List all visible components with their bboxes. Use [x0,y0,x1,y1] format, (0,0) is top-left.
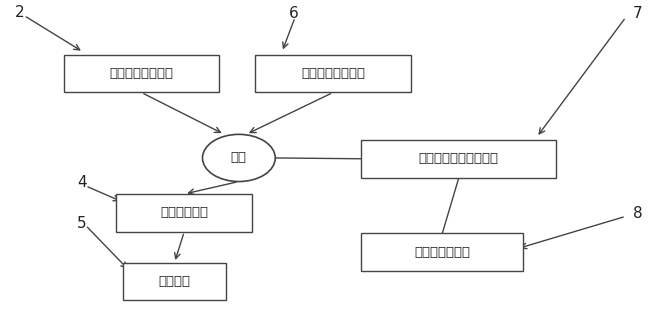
Text: 双头倒置显微检测机构: 双头倒置显微检测机构 [419,152,499,165]
FancyBboxPatch shape [123,263,225,300]
Text: 4: 4 [77,175,86,190]
Text: 样品可调夹具: 样品可调夹具 [160,206,208,219]
Text: 气浮基座: 气浮基座 [158,275,190,288]
Text: 芯片: 芯片 [231,151,247,164]
Text: 8: 8 [633,206,642,221]
Text: 正面检测探针机构: 正面检测探针机构 [109,67,173,80]
Ellipse shape [202,134,275,182]
Text: 2: 2 [15,5,25,20]
Text: 背面检测探针机构: 背面检测探针机构 [301,67,365,80]
FancyBboxPatch shape [117,194,252,232]
Text: 7: 7 [633,6,642,21]
FancyBboxPatch shape [255,55,411,92]
Text: 6: 6 [288,6,298,21]
Text: 显微镜微调机构: 显微镜微调机构 [414,246,470,259]
Text: 5: 5 [77,216,86,231]
FancyBboxPatch shape [361,233,523,271]
FancyBboxPatch shape [361,140,556,178]
FancyBboxPatch shape [64,55,219,92]
